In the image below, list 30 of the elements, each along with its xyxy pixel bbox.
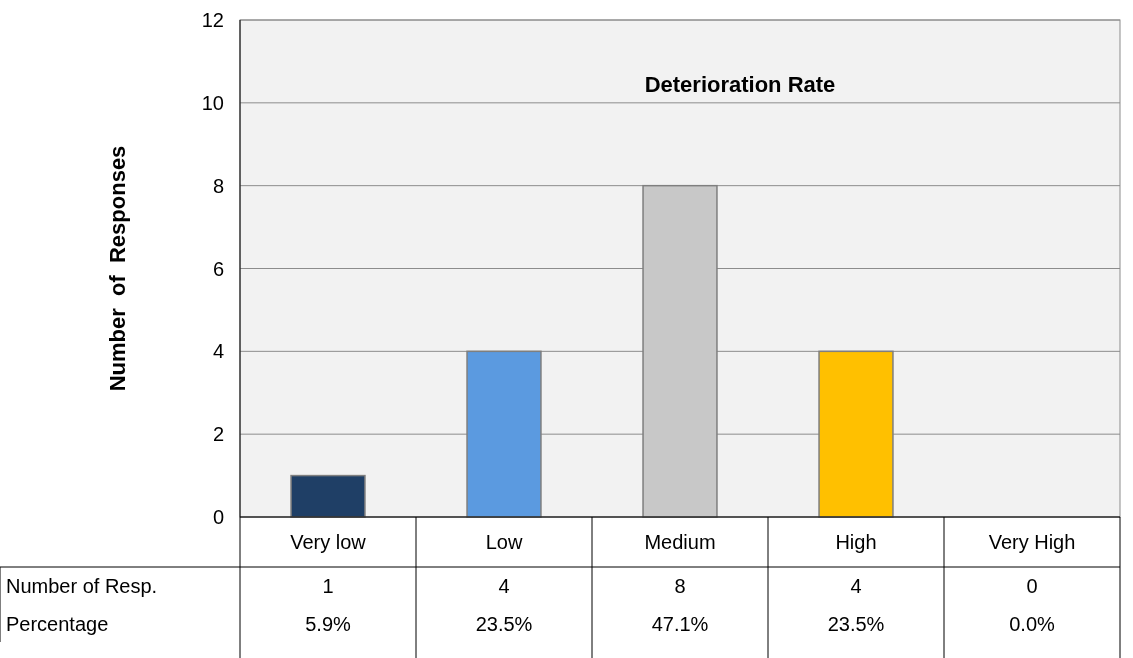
x-tick-label: High	[835, 531, 877, 553]
text: 5.9%	[305, 612, 352, 635]
x-tick-label: Low	[485, 531, 523, 553]
y-tick-label: 12	[201, 9, 224, 31]
data-label: 8	[674, 575, 686, 597]
bar	[290, 474, 366, 518]
y-tick-label: 2	[212, 423, 224, 446]
y-tick-label: 6	[212, 257, 224, 280]
data-label: 1	[322, 575, 334, 597]
y-tick-label: 4	[212, 340, 224, 363]
text: 47.1%	[651, 612, 709, 635]
y-tick-label: 8	[212, 174, 224, 197]
data-label: 0	[1026, 575, 1038, 597]
text: Number of Resp.	[6, 575, 158, 597]
bar	[818, 350, 894, 518]
y-tick-label: 0	[212, 506, 224, 528]
data-label: 4	[498, 575, 510, 597]
y-tick-label: 10	[201, 91, 224, 114]
bar	[642, 184, 718, 518]
text: Percentage	[6, 612, 109, 635]
data-label: 4	[850, 575, 862, 597]
x-tick-label: Very High	[988, 531, 1076, 553]
text: 23.5%	[827, 612, 885, 635]
y-axis-title: Number of Responses	[105, 145, 130, 392]
x-tick-label: Very low	[290, 531, 367, 553]
text: 23.5%	[475, 612, 533, 635]
text: Deterioration Rate	[644, 72, 836, 97]
bar	[466, 350, 542, 518]
x-tick-label: Medium	[644, 531, 716, 553]
text: 0.0%	[1009, 612, 1056, 635]
